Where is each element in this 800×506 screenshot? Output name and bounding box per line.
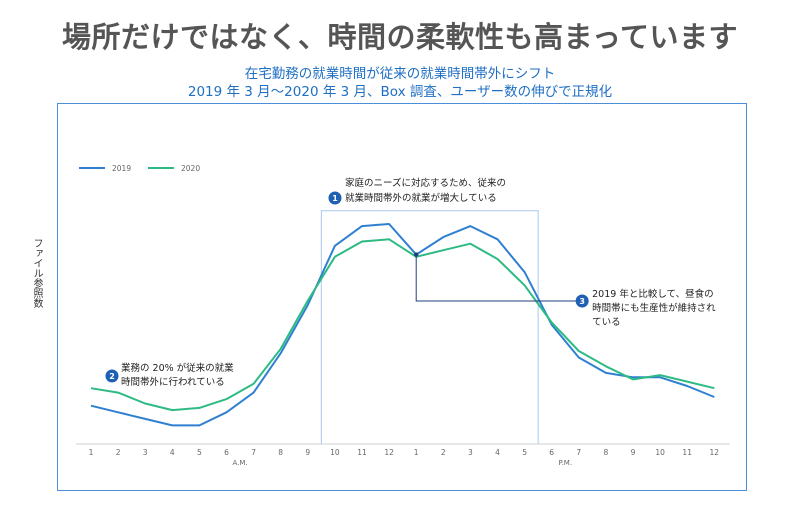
x-tick-label: 5 bbox=[197, 448, 202, 457]
x-tick-label: 10 bbox=[655, 448, 665, 457]
page-subtitle-2: 2019 年 3 月〜2020 年 3 月、Box 調査、ユーザー数の伸びで正規… bbox=[187, 84, 613, 100]
x-tick-label: 4 bbox=[495, 448, 500, 457]
x-tick-label: 6 bbox=[224, 448, 229, 457]
x-tick-label: 3 bbox=[143, 448, 148, 457]
x-tick-label: 12 bbox=[384, 448, 394, 457]
series-line-2020 bbox=[90, 238, 715, 412]
x-tick-label: 4 bbox=[170, 448, 175, 457]
annotation-1-text: 就業時間帯外の就業が増大している bbox=[345, 192, 497, 204]
annotation-2-text: 時間帯外に行われている bbox=[121, 376, 225, 388]
annotation-1-badge-number: 1 bbox=[332, 194, 338, 203]
annotation-3-text: 2019 年と比較して、昼食の bbox=[592, 288, 713, 300]
x-tick-label: 9 bbox=[305, 448, 310, 457]
x-tick-label: 5 bbox=[522, 448, 527, 457]
x-tick-label: 7 bbox=[251, 448, 256, 457]
x-tick-label: 3 bbox=[468, 448, 473, 457]
x-tick-label: 2 bbox=[116, 448, 121, 457]
highlight-box bbox=[320, 210, 539, 444]
series-line-2019 bbox=[90, 223, 715, 427]
annotation-3-badge-number: 3 bbox=[579, 297, 585, 306]
x-tick-label: 1 bbox=[89, 448, 94, 457]
annotation-1-badge bbox=[328, 191, 342, 205]
annotation-3-badge bbox=[575, 294, 589, 308]
x-tick-label: 6 bbox=[549, 448, 554, 457]
x-tick-label: 10 bbox=[330, 448, 340, 457]
x-tick-label: 11 bbox=[682, 448, 692, 457]
x-tick-label: 12 bbox=[710, 448, 720, 457]
annotation-2-text: 業務の 20% が従来の就業 bbox=[121, 362, 234, 374]
legend-label: 2020 bbox=[181, 164, 200, 173]
x-tick-label: 8 bbox=[604, 448, 609, 457]
y-axis-label: ファイル参照数 bbox=[31, 238, 42, 308]
annotation-1-text: 家庭のニーズに対応するため、従来の bbox=[345, 177, 506, 189]
annotation-3-connector bbox=[415, 254, 577, 302]
x-tick-label: 8 bbox=[278, 448, 283, 457]
x-tick-label: 7 bbox=[576, 448, 581, 457]
x-tick-label: 1 bbox=[414, 448, 419, 457]
annotation-3-text: 時間帯にも生産性が維持され bbox=[592, 302, 716, 314]
annotation-2-badge-number: 2 bbox=[109, 372, 115, 381]
annotation-2-badge bbox=[105, 369, 119, 383]
x-tick-label: 11 bbox=[357, 448, 367, 457]
period-label: P.M. bbox=[558, 459, 572, 467]
period-label: A.M. bbox=[232, 459, 247, 467]
annotation-3-text: ている bbox=[592, 317, 621, 328]
legend-label: 2019 bbox=[112, 164, 131, 173]
x-tick-label: 2 bbox=[441, 448, 446, 457]
page-subtitle-1: 在宅勤務の就業時間が従来の就業時間帯外にシフト bbox=[244, 66, 556, 82]
page-title: 場所だけではなく、時間の柔軟性も高まっています bbox=[62, 20, 738, 54]
x-tick-label: 9 bbox=[631, 448, 636, 457]
chart-frame bbox=[57, 103, 747, 491]
